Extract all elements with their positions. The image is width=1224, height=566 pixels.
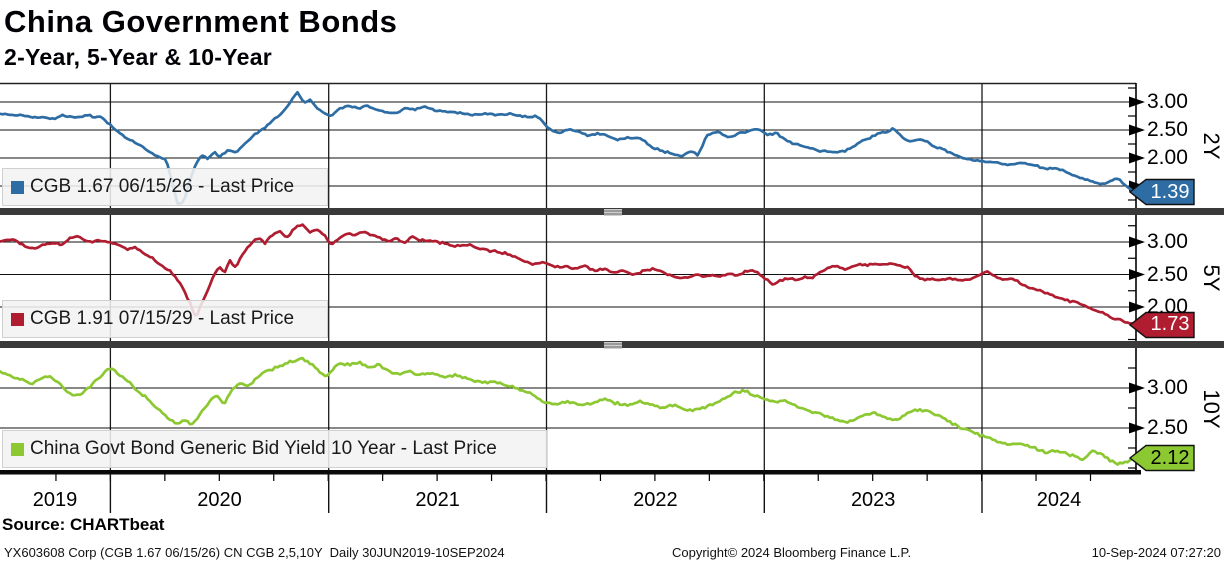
legend-10y[interactable]: China Govt Bond Generic Bid Yield 10 Yea… — [2, 430, 547, 468]
panel-separator-2 — [0, 341, 1224, 349]
chart-subtitle: 2-Year, 5-Year & 10-Year — [4, 44, 273, 70]
footer-timestamp: 10-Sep-2024 07:27:20 — [1091, 545, 1221, 560]
panel-axis-name-5y: 5Y — [1199, 264, 1224, 292]
y-axis-label-10Y-3.00: 3.00 — [1147, 376, 1188, 399]
y-axis-label-5Y-2.00: 2.00 — [1147, 295, 1188, 318]
legend-2y[interactable]: CGB 1.67 06/15/26 - Last Price — [2, 168, 328, 206]
y-axis-label-2Y-2.50: 2.50 — [1147, 118, 1188, 141]
axes-frame — [0, 82, 1141, 513]
x-axis-label-2022: 2022 — [633, 489, 678, 511]
last-price-tag-2y: 1.39 — [1150, 181, 1190, 203]
y-axis-label-5Y-2.50: 2.50 — [1147, 262, 1188, 286]
y-axis-label-2Y-2.00: 2.00 — [1147, 146, 1188, 169]
last-price-tag-5y: 1.73 — [1150, 313, 1190, 335]
legend-swatch-5y-icon — [11, 312, 24, 326]
last-price-tag-10y: 2.12 — [1150, 447, 1190, 469]
separator-grip-icon[interactable] — [604, 342, 622, 349]
x-axis-label-2021: 2021 — [415, 489, 460, 511]
last-price-tag-shape-2Y — [1128, 178, 1195, 206]
legend-label-10y: China Govt Bond Generic Bid Yield 10 Yea… — [30, 438, 497, 459]
last-price-tag-shape-5Y — [1128, 311, 1195, 339]
y-axis-label-2Y-3.00: 3.00 — [1147, 90, 1188, 113]
panel-axis-name-2y: 2Y — [1199, 132, 1224, 160]
x-axis-label-2023: 2023 — [850, 489, 896, 511]
legend-label-2y: CGB 1.67 06/15/26 - Last Price — [30, 176, 295, 197]
series-line-10Y — [0, 356, 1136, 466]
legend-swatch-10y-icon — [11, 442, 24, 456]
x-axis-label-2024: 2024 — [1036, 489, 1082, 511]
footer: YX603608 Corp (CGB 1.67 06/15/26) CN CGB… — [0, 545, 1224, 561]
last-price-tag-shape-10Y — [1128, 444, 1195, 472]
vertical-gridlines — [109, 83, 983, 470]
source-note: Source: CHARTbeat — [2, 515, 165, 534]
separator-grip-icon[interactable] — [604, 209, 622, 216]
legend-label-5y: CGB 1.91 07/15/29 - Last Price — [30, 308, 295, 329]
panel-separator-1 — [0, 208, 1224, 216]
panel-axis-name-10y: 10Y — [1199, 389, 1224, 429]
chart-title: China Government Bonds — [4, 4, 398, 39]
legend-5y[interactable]: CGB 1.91 07/15/29 - Last Price — [2, 300, 328, 338]
x-axis-label-2019: 2019 — [32, 489, 78, 511]
grid-panel-10Y — [0, 367, 1145, 469]
y-axis-label-10Y-2.50: 2.50 — [1147, 416, 1188, 439]
footer-ticker: YX603608 Corp (CGB 1.67 06/15/26) CN CGB… — [4, 545, 505, 560]
legend-swatch-2y-icon — [11, 180, 24, 194]
x-axis-label-2020: 2020 — [197, 489, 242, 511]
footer-copyright: Copyright© 2024 Bloomberg Finance L.P. — [672, 545, 912, 560]
y-axis-label-5Y-3.00: 3.00 — [1147, 230, 1188, 253]
